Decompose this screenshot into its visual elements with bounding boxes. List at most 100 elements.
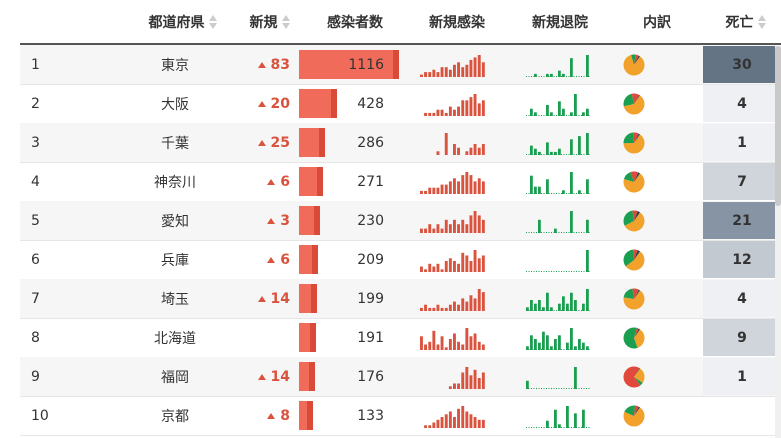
new-cases-cell: 20 xyxy=(235,84,290,123)
breakdown-cell xyxy=(623,123,647,162)
pie-slice xyxy=(634,94,640,104)
sparkline-bar xyxy=(436,263,440,272)
sparkline-bar xyxy=(538,299,541,311)
sparkline-bar xyxy=(465,171,469,194)
header-new-infections[interactable]: 新規感染 xyxy=(429,15,485,31)
infected-bar xyxy=(299,362,309,391)
new-discharged-cell xyxy=(526,240,594,279)
new-cases-value: 8 xyxy=(280,407,290,424)
sort-icon[interactable] xyxy=(208,14,218,30)
new-infections-cell xyxy=(420,240,492,279)
pie-slice xyxy=(634,210,640,221)
sparkline-bar xyxy=(457,180,460,194)
sparkline-bar xyxy=(542,331,545,350)
sort-icon[interactable] xyxy=(757,14,767,30)
breakdown-pie xyxy=(623,366,645,388)
pie-slice xyxy=(634,133,640,143)
deaths-cell xyxy=(703,397,781,434)
sparkline-bar xyxy=(448,257,452,272)
pie-slice xyxy=(634,405,639,416)
rank-cell: 1 xyxy=(31,56,40,73)
sparkline-bar xyxy=(428,223,432,233)
header-deaths[interactable]: 死亡 xyxy=(716,12,776,32)
sparkline-bar xyxy=(461,344,465,350)
sparkline-bar xyxy=(473,249,477,272)
sparkline-bar xyxy=(574,345,577,350)
infections-sparkline xyxy=(424,405,485,428)
sparkline-bar xyxy=(461,372,465,389)
sparkline-bar xyxy=(461,405,465,428)
sparkline-bar xyxy=(526,380,529,389)
sparkline-bar xyxy=(550,73,553,77)
table-row[interactable]: 3 千葉 25 286 1 xyxy=(20,123,781,163)
sparkline-bar xyxy=(570,138,573,155)
table-row[interactable]: 10 京都 8 133 xyxy=(20,396,781,436)
header-breakdown[interactable]: 内訳 xyxy=(643,15,671,31)
sparkline-bar xyxy=(428,307,432,311)
table-row[interactable]: 2 大阪 20 428 4 xyxy=(20,84,781,124)
infected-cell: 286 xyxy=(299,123,404,162)
table-row[interactable]: 6 兵庫 6 209 12 xyxy=(20,240,781,280)
infected-cell: 199 xyxy=(299,279,404,318)
increase-arrow-icon xyxy=(267,178,276,185)
increase-arrow-icon xyxy=(257,61,266,68)
sparkline-bar xyxy=(465,223,469,233)
header-new[interactable]: 新規 xyxy=(240,12,300,32)
sparkline-bar xyxy=(546,292,549,311)
new-infections-cell xyxy=(420,201,492,240)
sparkline-bar xyxy=(550,111,553,116)
increase-arrow-icon xyxy=(257,139,266,146)
sparkline-bar xyxy=(530,175,533,194)
sparkline-bar xyxy=(432,422,436,428)
infected-bar xyxy=(299,167,318,196)
sparkline-bar xyxy=(440,184,444,194)
sparkline-bar xyxy=(461,219,465,233)
pie-slice xyxy=(634,327,639,338)
sparkline-bar xyxy=(582,409,585,428)
new-cases-cell: 6 xyxy=(235,240,290,279)
infected-bar xyxy=(299,245,312,274)
sparkline-bar xyxy=(448,338,452,350)
breakdown-cell xyxy=(623,357,647,396)
sparkline-bar xyxy=(453,143,456,155)
new-cases-value: 14 xyxy=(270,368,290,385)
new-infections-cell xyxy=(420,357,492,396)
new-discharged-cell xyxy=(526,396,594,435)
increase-arrow-icon xyxy=(257,295,266,302)
scrollbar[interactable] xyxy=(775,46,781,438)
sparkline-bar xyxy=(570,210,573,233)
scrollbar-thumb[interactable] xyxy=(775,46,781,206)
table-row[interactable]: 9 福岡 14 176 1 xyxy=(20,357,781,397)
table-row[interactable]: 1 東京 83 1116 30 xyxy=(20,45,781,85)
table-row[interactable]: 7 埼玉 14 199 4 xyxy=(20,279,781,319)
sparkline-bar xyxy=(453,333,456,350)
table-row[interactable]: 4 神奈川 6 271 7 xyxy=(20,162,781,202)
sparkline-bar xyxy=(530,299,533,311)
sparkline-bar xyxy=(570,111,573,116)
sparkline-bar xyxy=(526,345,529,350)
sparkline-bar xyxy=(574,366,577,389)
new-cases-cell: 8 xyxy=(235,396,290,435)
sparkline-bar xyxy=(428,341,432,350)
header-new-discharged[interactable]: 新規退院 xyxy=(532,15,588,31)
header-prefecture[interactable]: 都道府県 xyxy=(138,12,228,32)
table-row[interactable]: 8 北海道 191 9 xyxy=(20,318,781,358)
new-discharged-cell xyxy=(526,357,594,396)
sparkline-bar xyxy=(436,187,440,194)
pie-slice xyxy=(623,132,634,143)
sparkline-bar xyxy=(448,106,452,116)
sparkline-bar xyxy=(562,73,565,77)
rank-cell: 7 xyxy=(31,290,40,307)
infections-sparkline xyxy=(420,249,485,272)
sort-icon[interactable] xyxy=(281,14,291,30)
sparkline-bar xyxy=(574,93,577,116)
sparkline-bar xyxy=(424,190,427,194)
infected-bar-new-segment xyxy=(317,167,324,196)
table-row[interactable]: 5 愛知 3 230 21 xyxy=(20,201,781,241)
sparkline-bar xyxy=(562,189,565,194)
header-infected[interactable]: 感染者数 xyxy=(327,15,383,31)
sparkline-bar xyxy=(534,111,537,116)
sparkline-bar xyxy=(538,151,541,155)
sparkline-bar xyxy=(586,132,589,155)
